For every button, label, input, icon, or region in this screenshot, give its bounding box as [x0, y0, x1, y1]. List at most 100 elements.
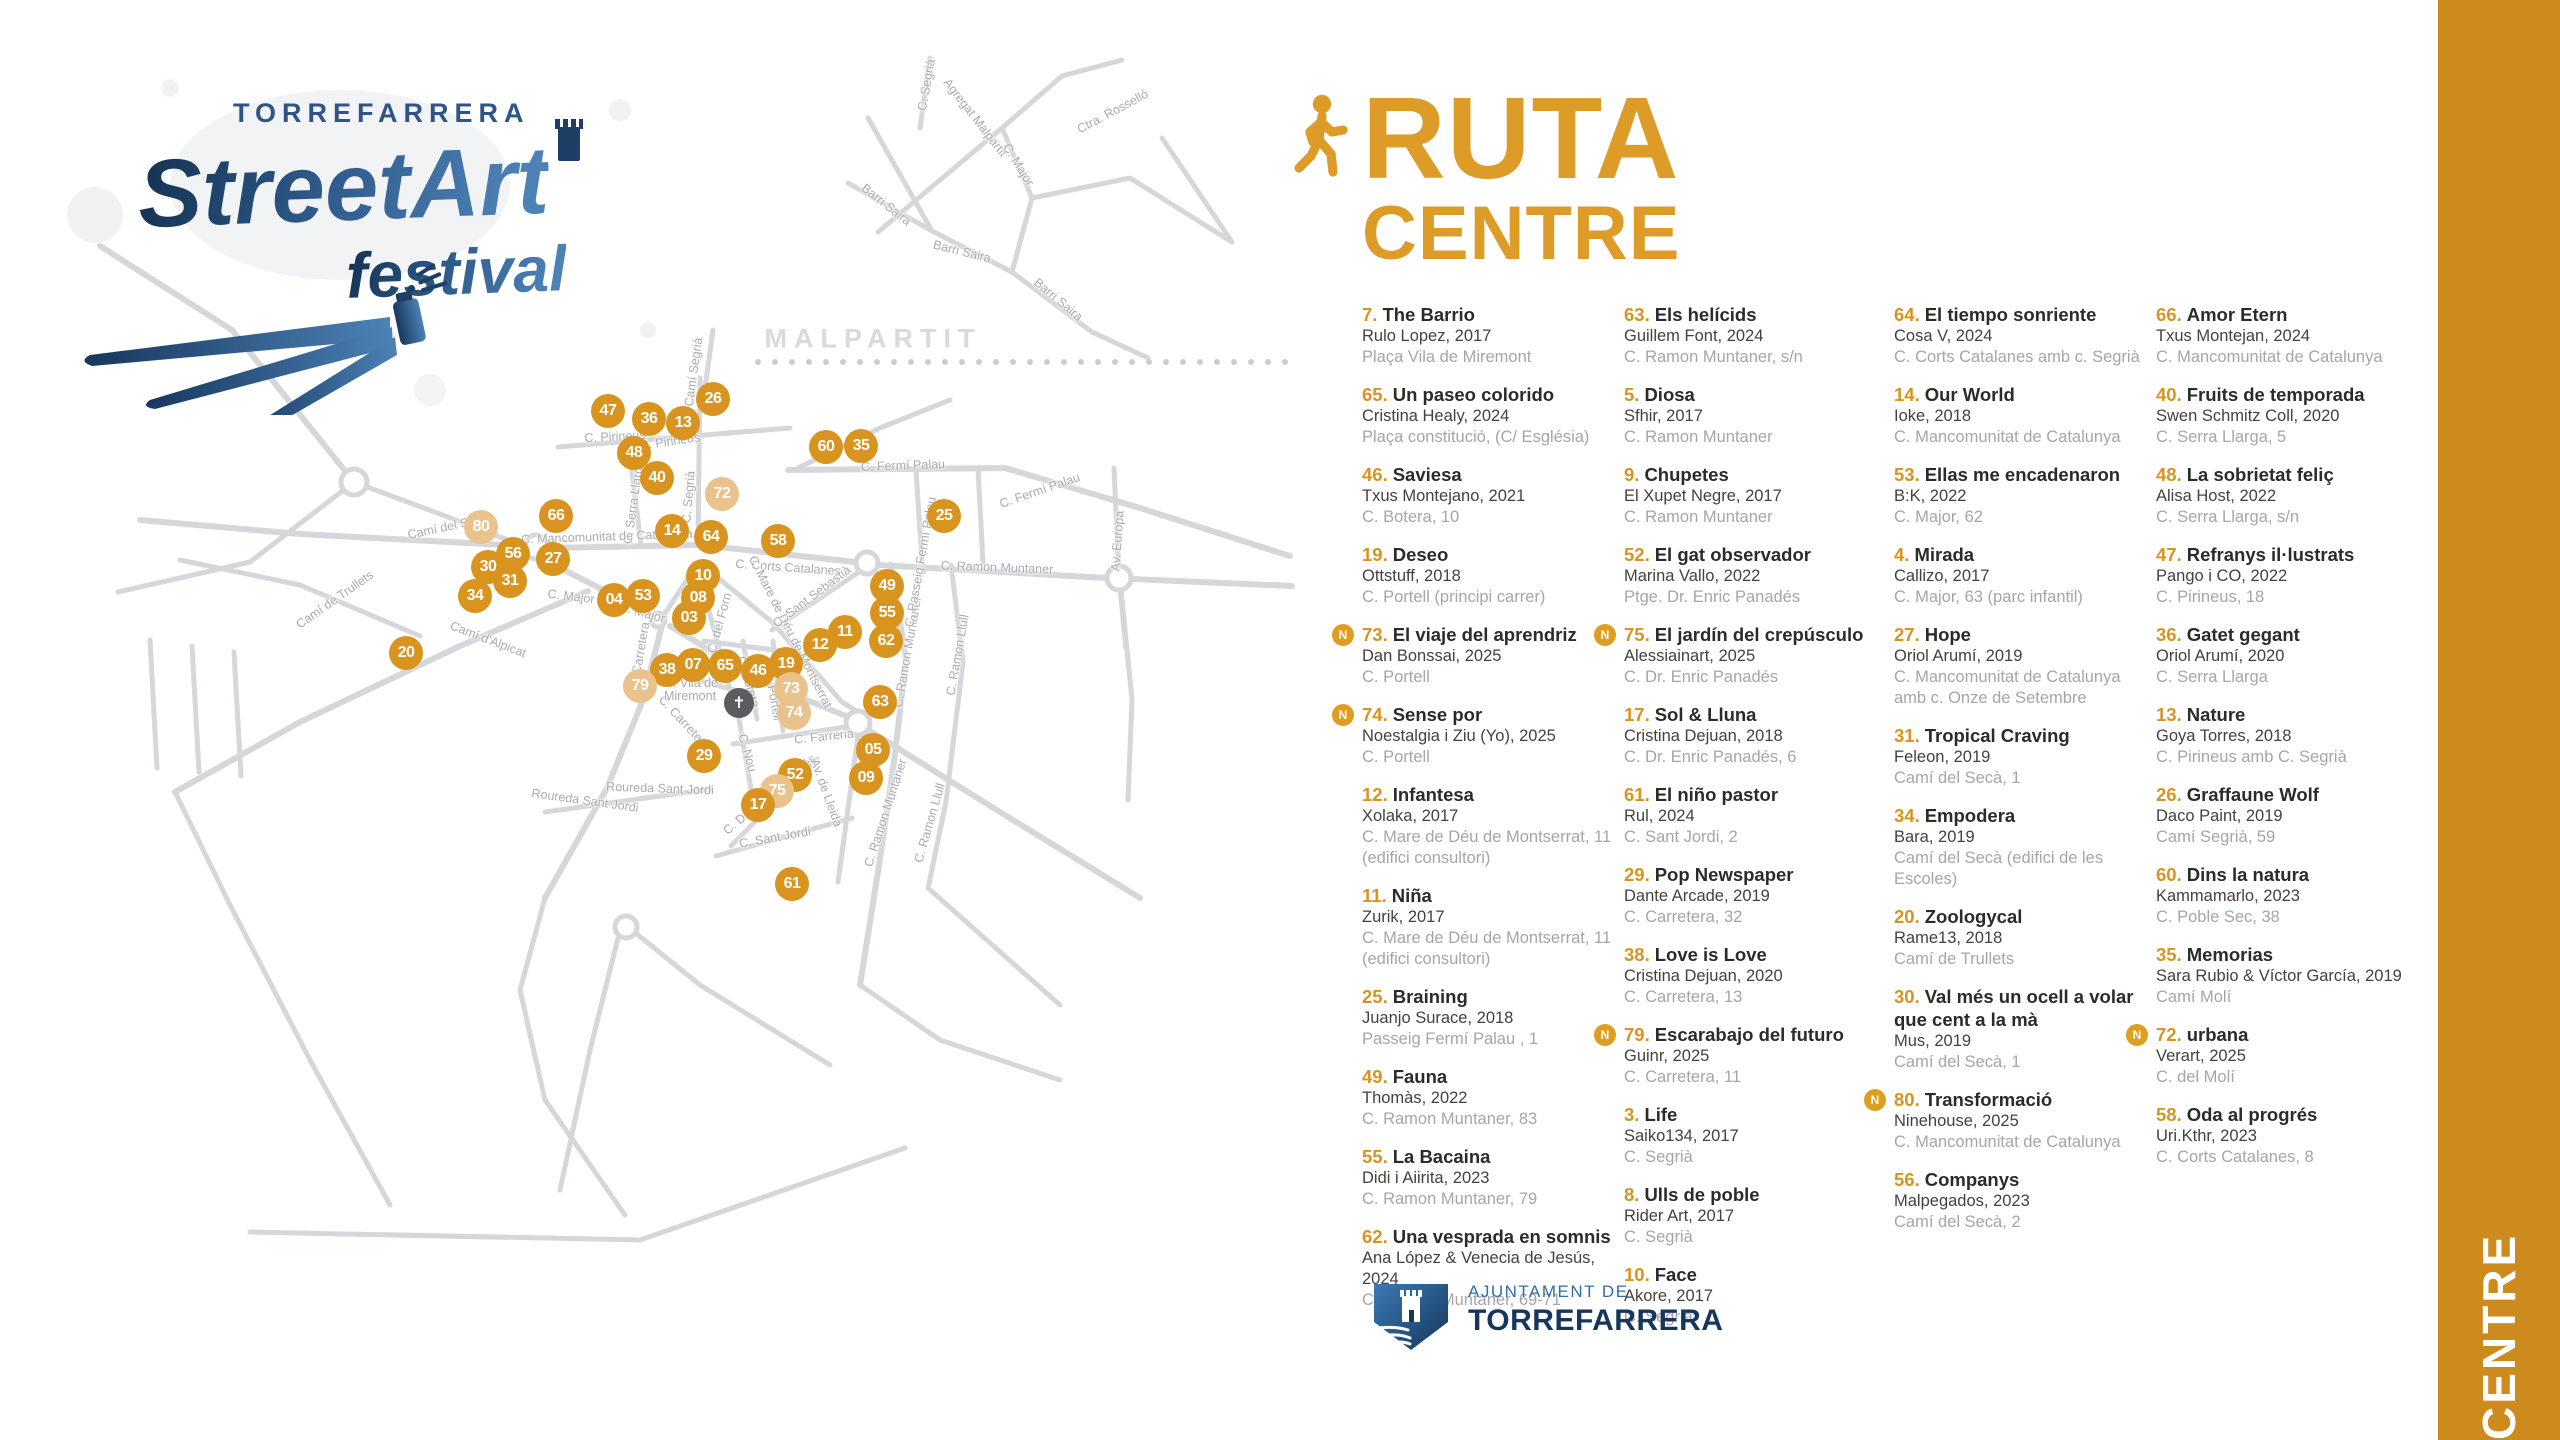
artwork-title-line: 4. Mirada	[1894, 543, 2156, 566]
artwork-title: Niña	[1391, 885, 1432, 906]
map-marker-63: 63	[863, 685, 897, 719]
artwork-title-line: 29. Pop Newspaper	[1624, 863, 1886, 886]
artwork-entry-17: 17. Sol & Lluna Cristina Dejuan, 2018 C. Dr…	[1624, 703, 1886, 768]
artwork-address: Camí de Trullets	[1894, 950, 2015, 968]
artwork-artist: Feleon, 2019	[1894, 748, 1991, 766]
artwork-address: C. Ramon Muntaner	[1624, 428, 1773, 446]
artwork-artist: Thomàs, 2022	[1362, 1089, 1468, 1107]
artwork-number: 52.	[1624, 544, 1650, 565]
artwork-entry-10: 10. Face Akore, 2017 C. Segrià	[1624, 1263, 1886, 1328]
artwork-entry-47: 47. Refranys il·lustrats Pango i CO, 2022 C…	[2156, 543, 2418, 608]
artwork-number: 3.	[1624, 1104, 1640, 1125]
artwork-address: C. Segrià	[1624, 1148, 1693, 1166]
artwork-address: Camí del Secà, 1	[1894, 769, 2021, 787]
artwork-entry-29: 29. Pop Newspaper Dante Arcade, 2019 C. Car…	[1624, 863, 1886, 928]
artwork-artist: Juanjo Surace, 2018	[1362, 1009, 1514, 1027]
artwork-number: 38.	[1624, 944, 1650, 965]
artwork-entry-27: 27. Hope Oriol Arumí, 2019 C. Mancomunitat …	[1894, 623, 2156, 709]
artwork-title: Diosa	[1644, 384, 1695, 405]
artwork-title-line: 9. Chupetes	[1624, 463, 1886, 486]
map-marker-19: 19	[769, 647, 803, 681]
artwork-number: 30.	[1894, 986, 1920, 1007]
artwork-entry-13: 13. Nature Goya Torres, 2018 C. Pirineus am…	[2156, 703, 2418, 768]
artwork-title-line: 11. Niña	[1362, 884, 1624, 907]
artwork-title-line: 74. Sense por	[1362, 703, 1624, 726]
artwork-number: 34.	[1894, 805, 1920, 826]
artwork-entry-64: 64. El tiempo sonriente Cosa V, 2024 C. Cor…	[1894, 303, 2156, 368]
listing-column-4: 66. Amor Etern Txus Montejan, 2024 C. Manco…	[2126, 303, 2418, 1183]
artwork-number: 80.	[1894, 1089, 1920, 1110]
artwork-entry-30: 30. Val més un ocell a volar que cent a l…	[1894, 985, 2156, 1073]
artwork-number: 9.	[1624, 464, 1640, 485]
artwork-artist: Ninehouse, 2025	[1894, 1112, 2019, 1130]
artwork-number: 13.	[2156, 704, 2182, 725]
artwork-artist: Sara Rubio & Víctor García, 2019	[2156, 967, 2402, 985]
artwork-entry-74: N 74. Sense por Noestalgia i Ziu (Yo), 2025…	[1332, 703, 1624, 768]
area-label-malpartit: MALPARTIT	[764, 323, 982, 354]
walking-person-icon	[1294, 94, 1348, 177]
artwork-entry-38: 38. Love is Love Cristina Dejuan, 2020 C. C…	[1624, 943, 1886, 1008]
artwork-entry-35: 35. Memorias Sara Rubio & Víctor García, 2…	[2156, 943, 2418, 1008]
artwork-entry-31: 31. Tropical Craving Feleon, 2019 Camí del …	[1894, 724, 2156, 789]
artwork-title: Life	[1644, 1104, 1678, 1125]
artwork-number: 49.	[1362, 1066, 1388, 1087]
artwork-number: 60.	[2156, 864, 2182, 885]
artwork-title: The Barrio	[1382, 304, 1475, 325]
artwork-title: Our World	[1924, 384, 2015, 405]
artwork-title: Els helícids	[1654, 304, 1757, 325]
artwork-artist: Noestalgia i Ziu (Yo), 2025	[1362, 727, 1556, 745]
artwork-number: 66.	[2156, 304, 2182, 325]
listing-column-1: 7. The Barrio Rulo Lopez, 2017 Plaça Vila d…	[1332, 303, 1624, 1326]
artwork-number: 29.	[1624, 864, 1650, 885]
artwork-title: Face	[1654, 1264, 1697, 1285]
artwork-title: Ulls de poble	[1644, 1184, 1760, 1205]
artwork-artist: Kammamarlo, 2023	[2156, 887, 2300, 905]
artwork-title-line: 8. Ulls de poble	[1624, 1183, 1886, 1206]
artwork-artist: Oriol Arumí, 2020	[2156, 647, 2285, 665]
artwork-title-line: 49. Fauna	[1362, 1065, 1624, 1088]
artwork-artist: Guillem Font, 2024	[1624, 327, 1764, 345]
artwork-title: Zoologycal	[1924, 906, 2023, 927]
map-marker-09: 09	[849, 761, 883, 795]
artwork-artist: Akore, 2017	[1624, 1287, 1713, 1305]
route-title-line1: RUTA	[1362, 73, 1680, 203]
artwork-title: Val més un ocell a volar que cent a la m…	[1894, 986, 2134, 1030]
artwork-title: Deseo	[1392, 544, 1449, 565]
artwork-artist: Bara, 2019	[1894, 828, 1975, 846]
artwork-title-line: 58. Oda al progrés	[2156, 1103, 2418, 1126]
artwork-title-line: 60. Dins la natura	[2156, 863, 2418, 886]
artwork-number: 40.	[2156, 384, 2182, 405]
artwork-address: C. Portell	[1362, 668, 1430, 686]
artwork-entry-14: 14. Our World Ioke, 2018 C. Mancomunitat de…	[1894, 383, 2156, 448]
new-badge: N	[1594, 1024, 1616, 1046]
map-marker-64: 64	[694, 520, 728, 554]
town-hall-shield-icon	[1374, 1284, 1448, 1350]
artwork-title-line: 53. Ellas me encadenaron	[1894, 463, 2156, 486]
artwork-address: Camí del Secà, 1	[1894, 1053, 2021, 1071]
artwork-artist: Cristina Dejuan, 2020	[1624, 967, 1783, 985]
artwork-entry-9: 9. Chupetes El Xupet Negre, 2017 C. Ramon M…	[1624, 463, 1886, 528]
artwork-address: C. Mare de Déu de Montserrat, 11 (edific…	[1362, 828, 1612, 867]
artwork-number: 10.	[1624, 1264, 1650, 1285]
map-marker-12: 12	[803, 628, 837, 662]
artwork-title-line: 80. Transformació	[1894, 1088, 2156, 1111]
artwork-number: 64.	[1894, 304, 1920, 325]
artwork-title: Chupetes	[1644, 464, 1729, 485]
artwork-entry-48: 48. La sobrietat feliç Alisa Host, 2022 C. …	[2156, 463, 2418, 528]
artwork-title-line: 56. Companys	[1894, 1168, 2156, 1191]
artwork-artist: Cristina Healy, 2024	[1362, 407, 1510, 425]
artwork-entry-56: 56. Companys Malpegados, 2023 Camí del Secà…	[1894, 1168, 2156, 1233]
artwork-number: 5.	[1624, 384, 1640, 405]
artwork-title: El gat observador	[1654, 544, 1811, 565]
artwork-number: 4.	[1894, 544, 1910, 565]
artwork-title-line: 79. Escarabajo del futuro	[1624, 1023, 1886, 1046]
route-sidebar: CENTRE	[2438, 0, 2560, 1440]
new-badge: N	[1332, 624, 1354, 646]
artwork-address: Plaça Vila de Miremont	[1362, 348, 1532, 366]
artwork-title: La Bacaina	[1392, 1146, 1491, 1167]
artwork-title-line: 55. La Bacaina	[1362, 1145, 1624, 1168]
artwork-number: 46.	[1362, 464, 1388, 485]
artwork-entry-58: 58. Oda al progrés Uri.Kthr, 2023 C. Corts …	[2156, 1103, 2418, 1168]
artwork-artist: Uri.Kthr, 2023	[2156, 1127, 2257, 1145]
artwork-entry-5: 5. Diosa Sfhir, 2017 C. Ramon Muntaner	[1624, 383, 1886, 448]
